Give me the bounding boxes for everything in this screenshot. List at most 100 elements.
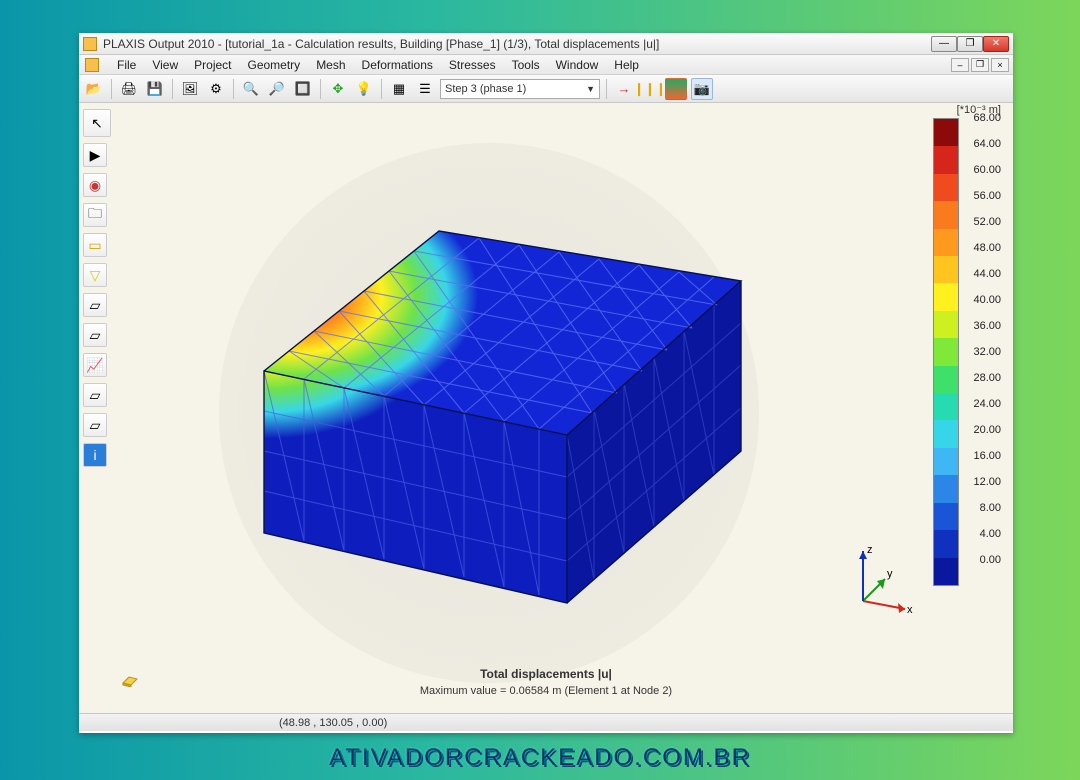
columns-icon[interactable]: ❙❙❙ xyxy=(639,78,661,100)
step-selector-label: Step 3 (phase 1) xyxy=(445,83,526,95)
close-button[interactable]: ✕ xyxy=(983,36,1009,52)
viewport-area: ↖ ▶ ◉ 🗀 ▭ ▽ ▱ ▱ 📈 ▱ ▱ i xyxy=(79,103,1013,713)
legend-tick: 24.00 xyxy=(965,399,1001,425)
settings-icon[interactable]: ⚙ xyxy=(205,78,227,100)
legend-cell xyxy=(934,475,958,502)
chart2-tool-icon[interactable]: ▱ xyxy=(83,323,107,347)
legend-tick: 52.00 xyxy=(965,217,1001,243)
legend-tick: 36.00 xyxy=(965,321,1001,347)
camera-icon[interactable]: 📷 xyxy=(691,78,713,100)
legend-bar xyxy=(933,118,959,586)
mdi-restore-button[interactable]: ❐ xyxy=(971,58,989,72)
legend-cell xyxy=(934,503,958,530)
legend-tick: 8.00 xyxy=(965,503,1001,529)
menu-geometry[interactable]: Geometry xyxy=(240,56,309,74)
maximize-button[interactable]: ❐ xyxy=(957,36,983,52)
menubar: FileViewProjectGeometryMeshDeformationsS… xyxy=(79,55,1013,75)
legend-cell xyxy=(934,201,958,228)
legend-cell xyxy=(934,119,958,146)
legend-tick: 28.00 xyxy=(965,373,1001,399)
caption-title: Total displacements |u| xyxy=(79,667,1013,681)
axes-triad: x y z xyxy=(843,543,913,623)
legend-tick: 60.00 xyxy=(965,165,1001,191)
legend-tick: 12.00 xyxy=(965,477,1001,503)
menu-tools[interactable]: Tools xyxy=(504,56,548,74)
menu-deformations[interactable]: Deformations xyxy=(354,56,441,74)
titlebar: PLAXIS Output 2010 - [tutorial_1a - Calc… xyxy=(79,33,1013,55)
legend-tick: 0.00 xyxy=(965,555,1001,581)
menu-file[interactable]: File xyxy=(109,56,144,74)
camera-tool-icon[interactable]: ◉ xyxy=(83,173,107,197)
graph-tool-icon[interactable]: 📈 xyxy=(83,353,107,377)
cursor-tool-icon[interactable]: ↖ xyxy=(83,109,111,137)
legend-cell xyxy=(934,393,958,420)
toolbar: 📂 🖨 💾 🖼 ⚙ 🔍 🔎 🔲 ✥ 💡 ▦ ☰ Step 3 (phase 1)… xyxy=(79,75,1013,103)
legend-tick: 64.00 xyxy=(965,139,1001,165)
step-selector[interactable]: Step 3 (phase 1) ▼ xyxy=(440,79,600,99)
legend-tick: 4.00 xyxy=(965,529,1001,555)
menu-stresses[interactable]: Stresses xyxy=(441,56,504,74)
mdi-close-button[interactable]: × xyxy=(991,58,1009,72)
open-icon[interactable]: 📂 xyxy=(83,78,105,100)
legend-tick: 56.00 xyxy=(965,191,1001,217)
chart1-tool-icon[interactable]: ▱ xyxy=(83,293,107,317)
legend-cell xyxy=(934,146,958,173)
mdi-minimize-button[interactable]: – xyxy=(951,58,969,72)
zoom-out-icon[interactable]: 🔎 xyxy=(266,78,288,100)
legend-cell xyxy=(934,174,958,201)
axis-y-label: y xyxy=(887,568,893,580)
menu-window[interactable]: Window xyxy=(548,56,607,74)
box-tool-icon[interactable]: ▭ xyxy=(83,233,107,257)
zoom-fit-icon[interactable]: 🔲 xyxy=(292,78,314,100)
chart4-tool-icon[interactable]: ▱ xyxy=(83,413,107,437)
pin-tool-icon[interactable]: ▽ xyxy=(83,263,107,287)
menu-project[interactable]: Project xyxy=(186,56,239,74)
chart3-tool-icon[interactable]: ▱ xyxy=(83,383,107,407)
statusbar: (48.98 , 130.05 , 0.00) xyxy=(79,713,1013,731)
legend-cell xyxy=(934,558,958,585)
caption-subtitle: Maximum value = 0.06584 m (Element 1 at … xyxy=(79,685,1013,697)
menu-mesh[interactable]: Mesh xyxy=(308,56,353,74)
arrow-right-icon[interactable]: → xyxy=(613,78,635,100)
status-coordinates: (48.98 , 130.05 , 0.00) xyxy=(279,717,387,729)
legend-tick: 68.00 xyxy=(965,113,1001,139)
legend-cell xyxy=(934,338,958,365)
color-legend: [*10⁻³ m] 68.0064.0060.0056.0052.0048.00… xyxy=(933,103,1001,586)
legend-cell xyxy=(934,366,958,393)
legend-tick: 48.00 xyxy=(965,243,1001,269)
left-palette: ↖ ▶ ◉ 🗀 ▭ ▽ ▱ ▱ 📈 ▱ ▱ i xyxy=(83,109,111,467)
file-tool-icon[interactable]: 🗀 xyxy=(83,203,107,227)
info-tool-icon[interactable]: i xyxy=(83,443,107,467)
menu-view[interactable]: View xyxy=(144,56,186,74)
zoom-in-icon[interactable]: 🔍 xyxy=(240,78,262,100)
legend-cell xyxy=(934,448,958,475)
legend-icon[interactable] xyxy=(665,78,687,100)
table-icon[interactable]: ▦ xyxy=(388,78,410,100)
rotate-icon[interactable]: 💡 xyxy=(353,78,375,100)
app-window: PLAXIS Output 2010 - [tutorial_1a - Calc… xyxy=(79,33,1013,733)
legend-cell xyxy=(934,229,958,256)
minimize-button[interactable]: — xyxy=(931,36,957,52)
screenshot-icon[interactable]: 🖼 xyxy=(179,78,201,100)
legend-cell xyxy=(934,530,958,557)
viewport-caption: Total displacements |u| Maximum value = … xyxy=(79,667,1013,697)
list-icon[interactable]: ☰ xyxy=(414,78,436,100)
legend-tick: 32.00 xyxy=(965,347,1001,373)
chevron-down-icon: ▼ xyxy=(586,84,595,94)
legend-tick: 40.00 xyxy=(965,295,1001,321)
app-icon xyxy=(83,37,97,51)
move-icon[interactable]: ✥ xyxy=(327,78,349,100)
legend-cell xyxy=(934,311,958,338)
save-report-icon[interactable]: 💾 xyxy=(144,78,166,100)
axis-z-label: z xyxy=(867,544,873,556)
legend-tick: 44.00 xyxy=(965,269,1001,295)
legend-tick: 20.00 xyxy=(965,425,1001,451)
legend-cell xyxy=(934,256,958,283)
node-tool-icon[interactable]: ▶ xyxy=(83,143,107,167)
legend-cell xyxy=(934,420,958,447)
print-icon[interactable]: 🖨 xyxy=(118,78,140,100)
axis-x-label: x xyxy=(907,604,913,616)
menu-help[interactable]: Help xyxy=(606,56,647,74)
legend-cell xyxy=(934,283,958,310)
window-title: PLAXIS Output 2010 - [tutorial_1a - Calc… xyxy=(103,37,931,51)
